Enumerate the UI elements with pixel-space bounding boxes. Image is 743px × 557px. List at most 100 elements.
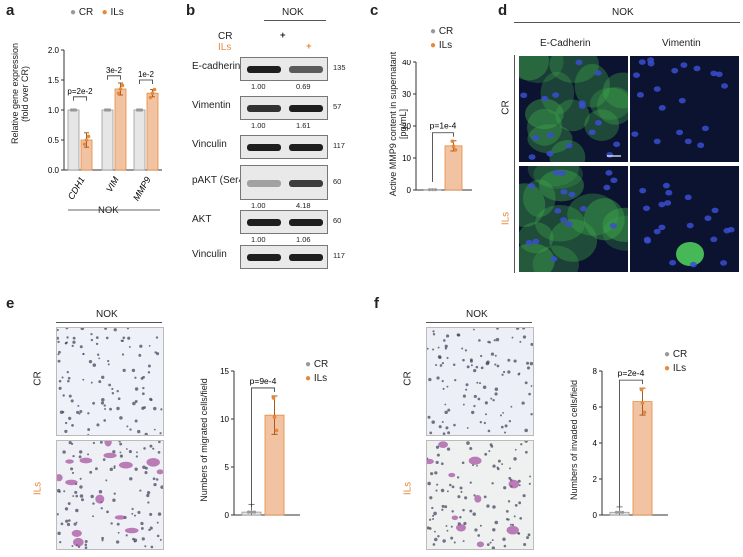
point-cr <box>249 510 254 514</box>
pore <box>82 378 85 381</box>
pore <box>57 531 61 536</box>
pore <box>92 441 96 445</box>
pore <box>486 543 490 547</box>
pore <box>441 504 445 508</box>
y-tick-label: 6 <box>593 403 598 412</box>
pore <box>146 493 150 498</box>
pore <box>442 539 446 543</box>
pore <box>450 525 453 528</box>
densitometry-value: 1.06 <box>296 235 311 244</box>
p-value: p=2e-2 <box>67 87 93 96</box>
pore <box>159 538 162 541</box>
membrane-signal <box>519 56 549 81</box>
membrane-signal <box>574 63 610 108</box>
point-cr <box>73 108 78 112</box>
legend-ils: ILs <box>110 7 124 18</box>
panel-f-label: f <box>374 295 379 312</box>
pore <box>477 534 481 537</box>
nucleus <box>678 97 686 104</box>
pore <box>100 507 103 510</box>
pore <box>90 332 93 336</box>
pore <box>64 342 67 345</box>
pore <box>94 467 98 471</box>
pore <box>428 377 432 382</box>
pore <box>462 394 466 398</box>
pore <box>437 535 440 538</box>
y-tick-label: 2.0 <box>48 46 60 55</box>
pore <box>84 546 88 549</box>
nucleus <box>647 57 655 63</box>
pore <box>156 521 159 524</box>
pore <box>500 425 504 429</box>
pore <box>113 492 116 495</box>
nucleus <box>560 189 568 195</box>
pore <box>456 333 460 337</box>
y-tick-label: 1.0 <box>48 106 60 115</box>
pore <box>523 543 527 547</box>
pore <box>427 415 431 419</box>
pore <box>66 370 69 374</box>
pore <box>72 495 75 497</box>
pore <box>82 352 85 356</box>
nucleus <box>610 177 618 184</box>
nucleus <box>541 95 549 102</box>
blot-membrane <box>240 210 328 234</box>
pore <box>494 387 499 391</box>
point-cr <box>139 108 144 112</box>
pore <box>84 539 88 543</box>
pore <box>92 363 97 367</box>
pore <box>526 361 530 365</box>
nucleus <box>565 142 573 149</box>
pore <box>447 408 451 412</box>
pore <box>436 453 440 457</box>
panel-a-label: a <box>6 2 15 19</box>
blot-membrane <box>240 96 328 120</box>
point-ils <box>271 395 276 400</box>
pore <box>452 363 456 367</box>
nucleus <box>636 92 644 98</box>
panel-e-ylabel: Numbers of migrated cells/field <box>199 378 209 502</box>
legend-cr: CR <box>672 349 688 360</box>
molecular-weight: 117 <box>333 251 345 260</box>
pore <box>113 466 116 470</box>
nucleus <box>680 62 688 68</box>
nucleus <box>613 141 621 148</box>
pore <box>469 481 472 484</box>
point-cr <box>246 510 251 514</box>
pore <box>84 543 88 547</box>
densitometry-value: 4.18 <box>296 201 311 210</box>
nucleus <box>704 215 712 222</box>
pore <box>101 539 104 542</box>
pore <box>92 401 96 405</box>
gene-label: MMP9 <box>131 175 153 203</box>
densitometry-value: 1.00 <box>251 201 266 210</box>
pore <box>509 523 512 526</box>
pore <box>100 401 105 405</box>
nucleus <box>546 150 554 157</box>
pore <box>87 453 90 456</box>
pore <box>446 356 449 360</box>
pore <box>443 339 446 342</box>
panel-b-title: NOK <box>282 7 304 18</box>
pore <box>150 545 154 549</box>
pore <box>153 428 156 431</box>
nucleus <box>658 105 666 111</box>
panel-f-chart: 0 2 4 6 8 p=2e-4 <box>593 367 668 520</box>
pore <box>57 328 59 332</box>
point-ils <box>274 428 279 433</box>
nucleus <box>528 183 536 189</box>
pore <box>502 411 505 414</box>
pore <box>530 385 533 387</box>
nucleus <box>710 70 718 77</box>
significance-bracket <box>619 379 643 507</box>
pore <box>98 380 102 384</box>
pore <box>494 520 499 525</box>
pore <box>68 441 72 445</box>
y-tick-label: 2 <box>593 475 598 484</box>
pore <box>58 350 61 354</box>
pore <box>433 530 436 533</box>
pore <box>160 485 163 489</box>
pore <box>71 423 74 427</box>
pore <box>441 379 444 383</box>
pore <box>449 483 452 487</box>
